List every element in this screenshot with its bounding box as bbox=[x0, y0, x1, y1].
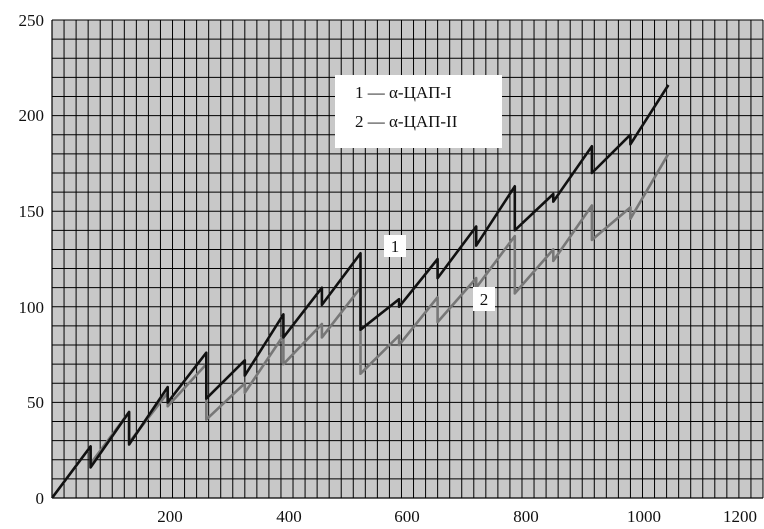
curve-label-1-box bbox=[384, 235, 406, 257]
x-ticks: 200 400 600 800 1000 1200 bbox=[157, 507, 757, 526]
legend-entry-2: 2 — α-ЦАП-II bbox=[355, 112, 458, 131]
x-tick-label: 200 bbox=[157, 507, 183, 526]
x-tick-label: 800 bbox=[513, 507, 539, 526]
legend-entry-1: 1 — α-ЦАП-I bbox=[355, 83, 452, 102]
y-tick-label: 50 bbox=[27, 393, 44, 412]
x-tick-label: 600 bbox=[394, 507, 420, 526]
curve-label-1: 1 bbox=[384, 235, 406, 257]
y-tick-label: 250 bbox=[19, 11, 45, 30]
curve-label-1-text: 1 bbox=[391, 237, 400, 256]
axes bbox=[51, 20, 763, 499]
y-tick-label: 150 bbox=[19, 202, 45, 221]
x-tick-label: 1200 bbox=[723, 507, 757, 526]
x-tick-label: 1000 bbox=[627, 507, 661, 526]
y-tick-label: 0 bbox=[36, 489, 45, 508]
curve-label-2-text: 2 bbox=[480, 290, 489, 309]
curve-label-2: 2 bbox=[473, 287, 495, 311]
curve-label-2-box bbox=[473, 287, 495, 311]
legend-box bbox=[335, 75, 502, 148]
y-tick-label: 200 bbox=[19, 106, 45, 125]
x-tick-label: 400 bbox=[276, 507, 302, 526]
y-tick-label: 100 bbox=[19, 298, 45, 317]
series-layer bbox=[50, 84, 670, 499]
y-ticks: 0 50 100 150 200 250 bbox=[19, 11, 45, 508]
series-line-1 bbox=[50, 84, 670, 499]
legend: 1 — α-ЦАП-I 2 — α-ЦАП-II bbox=[335, 75, 502, 148]
